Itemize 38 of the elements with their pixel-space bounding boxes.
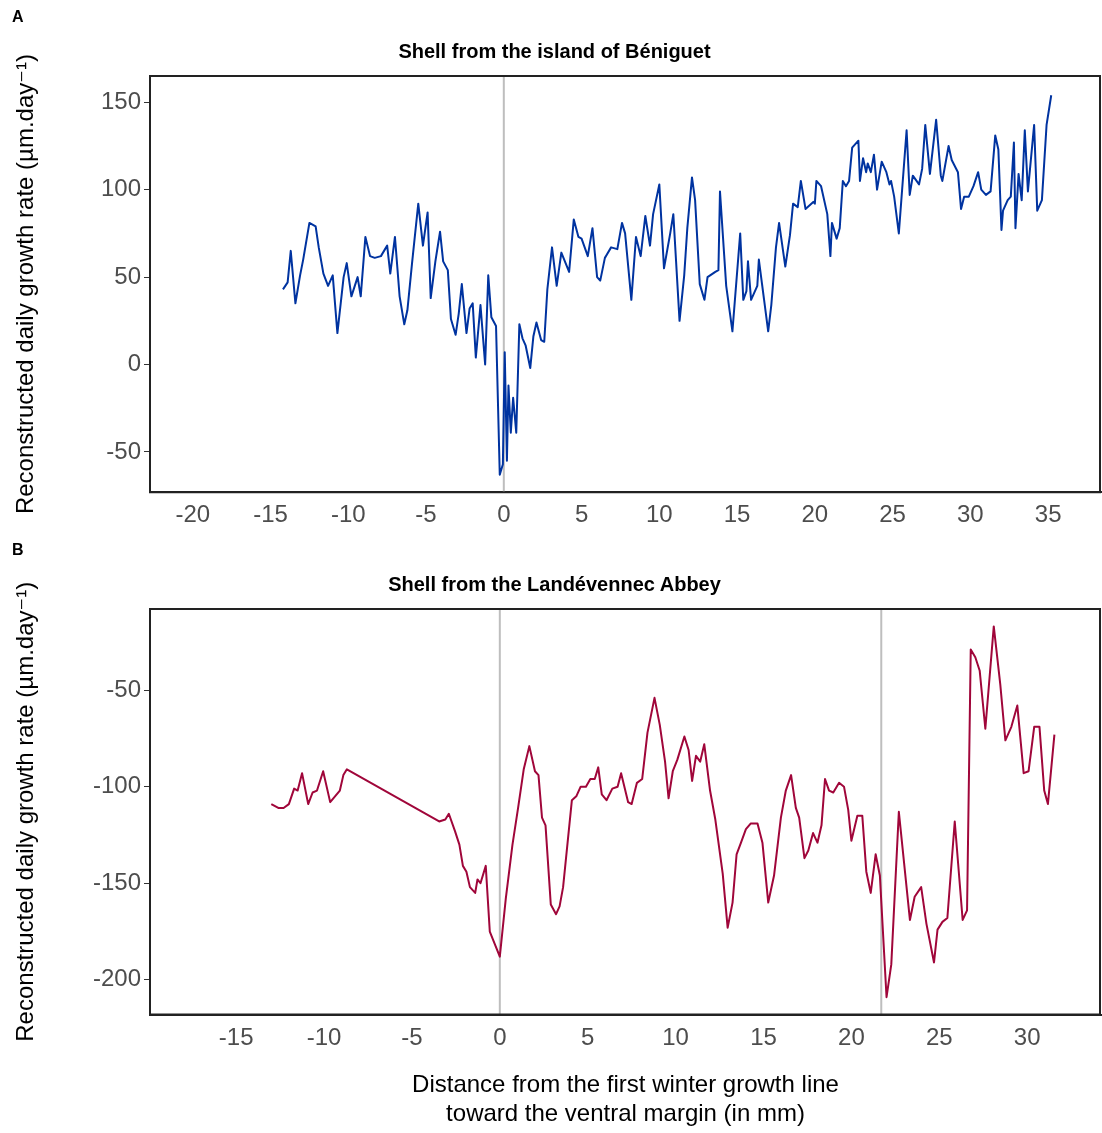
y-tick-label: 0 — [127, 349, 141, 377]
x-tick-label: -5 — [401, 1022, 423, 1050]
text: A — [12, 8, 24, 26]
x-tick-label: -15 — [218, 1022, 254, 1050]
x-tick-label: 5 — [581, 1022, 595, 1050]
x-tick-label: 30 — [957, 500, 984, 528]
y-tick-label: -200 — [92, 964, 141, 992]
y-tick-label: 100 — [100, 174, 141, 202]
x-tick-label: 15 — [723, 500, 751, 528]
y-tick-label: -50 — [106, 674, 141, 702]
x-tick-label: 0 — [493, 1022, 507, 1050]
x-tick-label: 20 — [838, 1022, 865, 1050]
y-tick-label: -50 — [106, 436, 141, 464]
y-tick-label: -100 — [92, 771, 141, 799]
text: B — [12, 541, 24, 559]
x-tick-label: 15 — [750, 1022, 777, 1050]
y-tick-label: 50 — [114, 261, 141, 289]
x-tick-label: 5 — [574, 500, 589, 528]
x-tick-label: -5 — [415, 500, 437, 528]
x-tick-label: 0 — [497, 500, 511, 528]
x-tick-label: 30 — [1013, 1022, 1041, 1050]
x-tick-label: 10 — [645, 500, 673, 528]
y-axis-title: Reconstructed daily growth rate (µm.day⁻¹) — [11, 54, 39, 515]
x-tick-label: 25 — [879, 500, 906, 528]
chart-title: Shell from the Landévennec Abbey — [388, 572, 722, 595]
x-tick-label: -15 — [253, 500, 288, 528]
y-tick-label: 150 — [100, 86, 141, 114]
x-tick-label: -10 — [330, 500, 366, 528]
x-tick-label: 35 — [1034, 500, 1062, 528]
x-tick-label: 20 — [801, 500, 829, 528]
chart-title: Shell from the island of Béniguet — [398, 39, 711, 62]
x-tick-label: 10 — [662, 1022, 689, 1050]
x-tick-label: -10 — [306, 1022, 342, 1050]
x-tick-label: -20 — [175, 500, 211, 528]
y-tick-label: -150 — [92, 867, 141, 895]
y-axis-title: Reconstructed daily growth rate (µm.day⁻¹) — [11, 581, 39, 1042]
x-axis-title: Distance from the first winter growth line toward the ventral margin (in mm) — [412, 1070, 839, 1127]
x-tick-label: 25 — [925, 1022, 953, 1050]
